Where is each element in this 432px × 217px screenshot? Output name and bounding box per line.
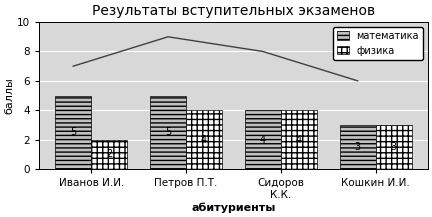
- Y-axis label: баллы: баллы: [4, 77, 14, 114]
- Text: 4: 4: [201, 135, 207, 145]
- Text: 2: 2: [106, 149, 112, 159]
- Bar: [340, 125, 376, 169]
- Text: 3: 3: [391, 142, 397, 152]
- X-axis label: абитуриенты: абитуриенты: [191, 202, 276, 213]
- Bar: [245, 110, 281, 169]
- Text: 4: 4: [260, 135, 266, 145]
- Text: 5: 5: [70, 127, 76, 137]
- Bar: [281, 110, 317, 169]
- Bar: [91, 140, 127, 169]
- Bar: [55, 95, 91, 169]
- Text: 4: 4: [296, 135, 302, 145]
- Text: 5: 5: [165, 127, 171, 137]
- Bar: [150, 95, 186, 169]
- Title: Результаты вступительных экзаменов: Результаты вступительных экзаменов: [92, 4, 375, 18]
- Legend: математика, физика: математика, физика: [333, 27, 423, 60]
- Bar: [186, 110, 222, 169]
- Bar: [376, 125, 412, 169]
- Text: 3: 3: [355, 142, 361, 152]
